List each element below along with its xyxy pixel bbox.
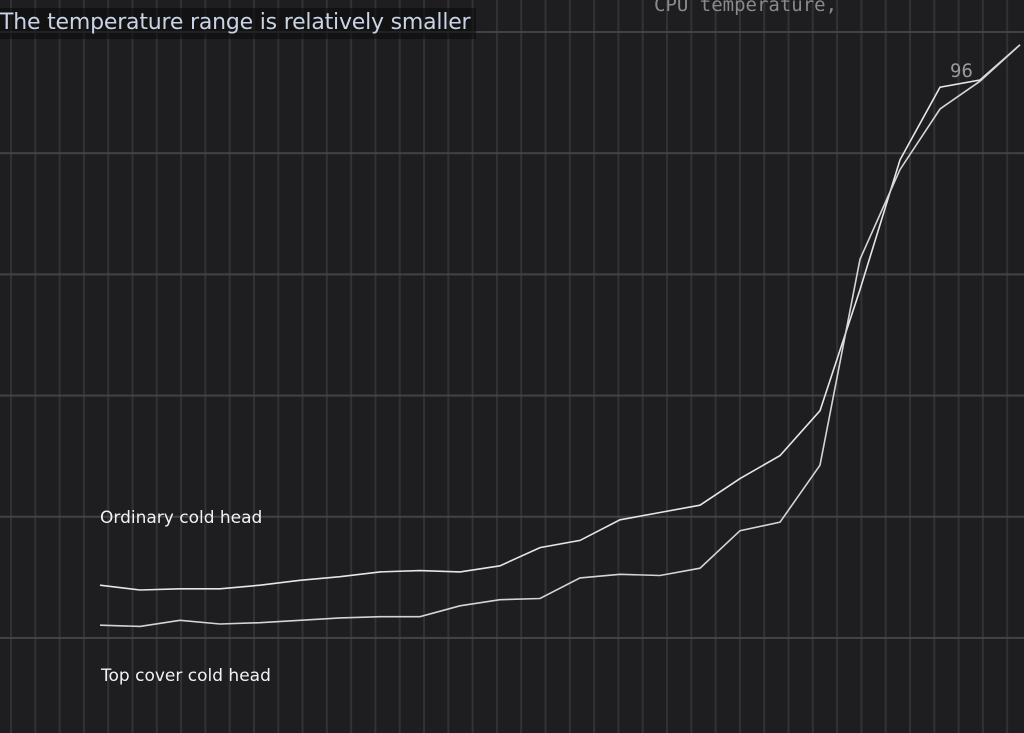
header-text: CPU temperature, bbox=[654, 0, 838, 16]
series-label: Top cover cold head bbox=[101, 666, 271, 686]
line-series bbox=[99, 44, 1021, 591]
peak-label: 96 bbox=[950, 60, 973, 82]
subtitle: The temperature range is relatively smal… bbox=[0, 8, 477, 39]
line-series bbox=[99, 44, 1021, 628]
series-label: Ordinary cold head bbox=[100, 508, 263, 528]
